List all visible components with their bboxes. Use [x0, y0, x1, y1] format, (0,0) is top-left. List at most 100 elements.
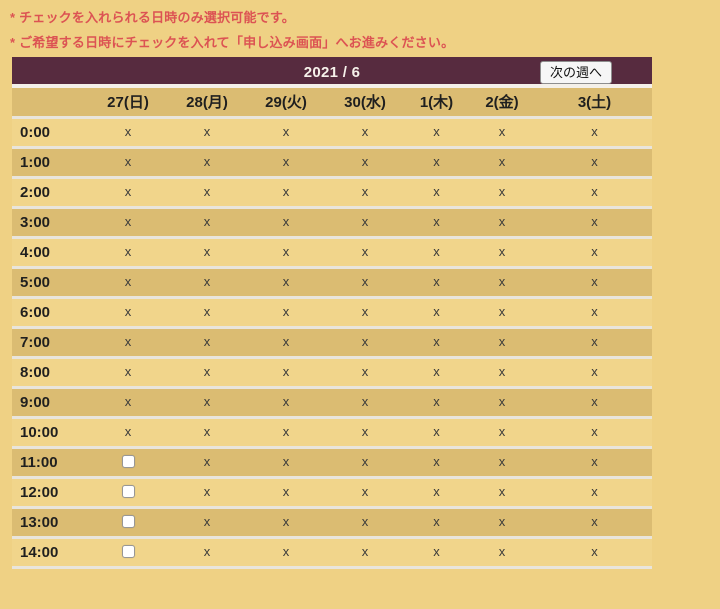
timeslot-row: 9:00 x x x x x x x [12, 387, 652, 419]
timeslot-cell: x [248, 147, 324, 179]
unavailable-mark: x [433, 214, 440, 229]
timeslot-checkbox[interactable] [121, 485, 135, 499]
unavailable-mark: x [361, 154, 369, 169]
timeslot-cell [90, 477, 166, 509]
unavailable-mark: x [282, 154, 290, 169]
unavailable-mark: x [361, 304, 369, 319]
timeslot-cell: x [537, 207, 652, 239]
unavailable-mark: x [433, 514, 440, 529]
timeslot-cell: x [166, 177, 248, 209]
unavailable-mark: x [203, 514, 211, 529]
timeslot-row: 13:00 x x x x x x [12, 507, 652, 539]
timeslot-cell: x [467, 417, 537, 449]
time-label: 3:00 [12, 207, 90, 239]
unavailable-mark: x [203, 424, 211, 439]
timeslot-cell: x [90, 387, 166, 419]
unavailable-mark: x [433, 364, 440, 379]
timeslot-cell: x [537, 477, 652, 509]
timeslot-cell: x [248, 357, 324, 389]
unavailable-mark: x [282, 124, 290, 139]
time-label: 4:00 [12, 237, 90, 269]
unavailable-mark: x [124, 304, 132, 319]
calendar-month-title: 2021 / 6 [303, 64, 361, 81]
unavailable-mark: x [124, 394, 132, 409]
unavailable-mark: x [361, 424, 369, 439]
timeslot-cell: x [324, 177, 406, 209]
next-week-button[interactable]: 次の週へ [539, 61, 612, 84]
unavailable-mark: x [361, 124, 369, 139]
timeslot-cell: x [467, 207, 537, 239]
timeslot-cell: x [248, 447, 324, 479]
unavailable-mark: x [282, 274, 290, 289]
unavailable-mark: x [361, 334, 369, 349]
unavailable-mark: x [124, 184, 132, 199]
timeslot-cell: x [166, 537, 248, 569]
timeslot-cell: x [324, 537, 406, 569]
timeslot-row: 0:00 x x x x x x x [12, 117, 652, 149]
unavailable-mark: x [203, 484, 211, 499]
instruction-notes: * チェックを入れられる日時のみ選択可能です。 * ご希望する日時にチェックを入… [0, 0, 720, 51]
timeslot-cell: x [537, 537, 652, 569]
time-label: 10:00 [12, 417, 90, 449]
timeslot-row: 1:00 x x x x x x x [12, 147, 652, 179]
corner-cell [12, 88, 90, 119]
unavailable-mark: x [361, 214, 369, 229]
unavailable-mark: x [498, 454, 506, 469]
timeslot-cell: x [248, 207, 324, 239]
unavailable-mark: x [591, 514, 598, 529]
timeslot-row: 3:00 x x x x x x x [12, 207, 652, 239]
timeslot-cell: x [248, 537, 324, 569]
timeslot-cell: x [467, 117, 537, 149]
day-header: 1(木) [406, 88, 467, 119]
unavailable-mark: x [282, 514, 290, 529]
unavailable-mark: x [498, 334, 506, 349]
timeslot-checkbox[interactable] [121, 545, 135, 559]
unavailable-mark: x [433, 394, 440, 409]
timeslot-cell: x [406, 147, 467, 179]
timeslot-cell: x [467, 387, 537, 419]
timeslot-checkbox[interactable] [121, 455, 135, 469]
unavailable-mark: x [591, 484, 598, 499]
day-header: 27(日) [90, 88, 166, 119]
timeslot-cell: x [248, 267, 324, 299]
timeslot-cell: x [406, 507, 467, 539]
unavailable-mark: x [124, 244, 132, 259]
timeslot-cell: x [537, 327, 652, 359]
unavailable-mark: x [591, 274, 598, 289]
timeslot-cell: x [324, 387, 406, 419]
timeslot-checkbox[interactable] [121, 515, 135, 529]
unavailable-mark: x [282, 394, 290, 409]
timeslot-row: 11:00 x x x x x x [12, 447, 652, 479]
timeslot-cell: x [324, 267, 406, 299]
calendar-header: 2021 / 6 次の週へ [12, 57, 652, 88]
timeslot-cell: x [90, 267, 166, 299]
timeslot-cell: x [537, 447, 652, 479]
unavailable-mark: x [282, 244, 290, 259]
unavailable-mark: x [282, 304, 290, 319]
timeslot-cell: x [324, 327, 406, 359]
timeslot-row: 6:00 x x x x x x x [12, 297, 652, 329]
unavailable-mark: x [433, 184, 440, 199]
timeslot-cell: x [324, 147, 406, 179]
timeslot-cell: x [467, 147, 537, 179]
timeslot-cell: x [90, 417, 166, 449]
unavailable-mark: x [433, 334, 440, 349]
timeslot-row: 4:00 x x x x x x x [12, 237, 652, 269]
unavailable-mark: x [203, 214, 211, 229]
unavailable-mark: x [361, 454, 369, 469]
unavailable-mark: x [124, 154, 132, 169]
unavailable-mark: x [203, 124, 211, 139]
day-header: 2(金) [467, 88, 537, 119]
unavailable-mark: x [591, 454, 598, 469]
unavailable-mark: x [282, 214, 290, 229]
timeslot-cell: x [248, 507, 324, 539]
unavailable-mark: x [124, 334, 132, 349]
unavailable-mark: x [591, 394, 598, 409]
timeslot-cell: x [90, 177, 166, 209]
unavailable-mark: x [203, 244, 211, 259]
timeslot-cell: x [406, 117, 467, 149]
unavailable-mark: x [433, 454, 440, 469]
timeslot-cell: x [537, 387, 652, 419]
day-header: 29(火) [248, 88, 324, 119]
unavailable-mark: x [203, 454, 211, 469]
